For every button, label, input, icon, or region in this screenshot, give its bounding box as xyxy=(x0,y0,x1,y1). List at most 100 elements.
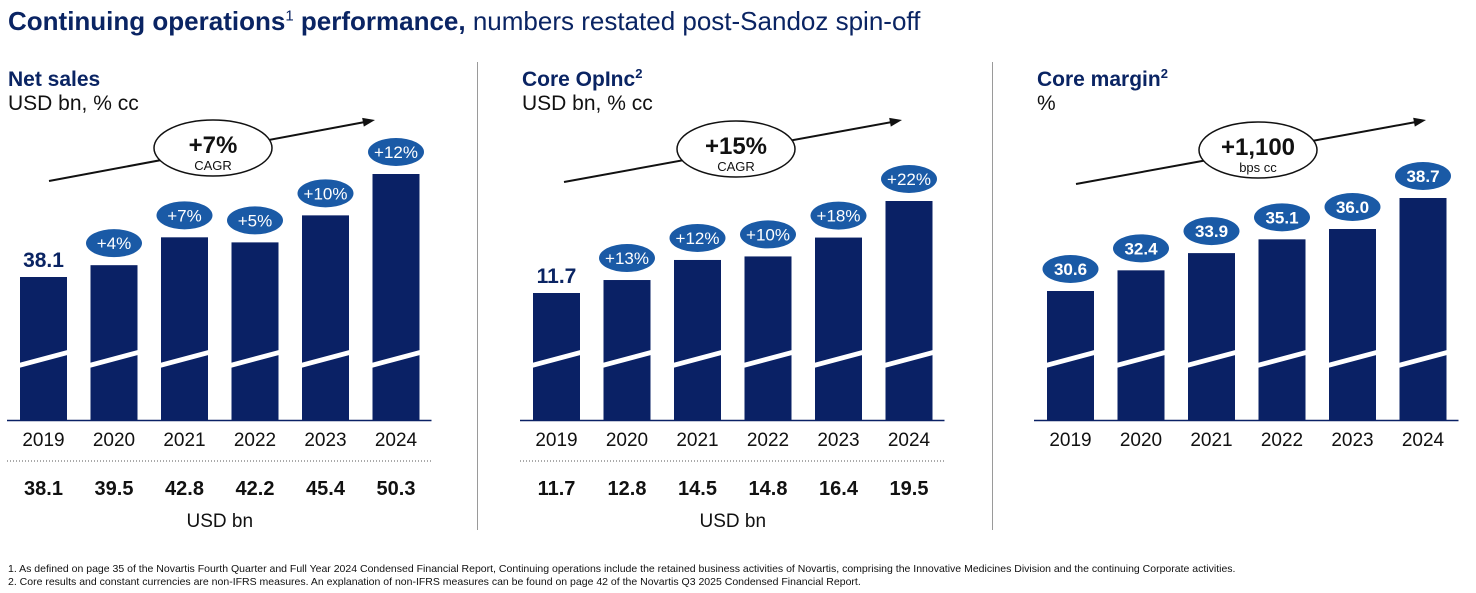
axis-break-mark xyxy=(528,348,588,369)
bar-2019 xyxy=(20,277,67,420)
bar-2023 xyxy=(1329,229,1376,420)
cagr-value: +7% xyxy=(189,132,238,159)
axis-break-mark xyxy=(810,348,870,369)
bar-2024 xyxy=(372,174,420,420)
bar-2021 xyxy=(674,259,721,420)
x-tick-label: 2019 xyxy=(1049,430,1091,451)
panel-divider xyxy=(992,62,993,530)
axis-break-mark xyxy=(1183,348,1243,369)
growth-badge xyxy=(1395,162,1451,190)
bar-2022 xyxy=(744,256,792,420)
bar-label: +10% xyxy=(304,184,348,203)
x-tick-label: 2023 xyxy=(1331,430,1373,451)
x-tick-label: 2024 xyxy=(375,430,418,451)
bar-2020 xyxy=(603,280,651,420)
growth-badge xyxy=(740,220,796,249)
bar-value-label: 11.7 xyxy=(537,265,577,288)
panel-title-core-margin: Core margin2 xyxy=(1037,66,1168,91)
bar-label: +12% xyxy=(676,229,720,248)
bar-2021 xyxy=(1188,253,1235,420)
unit-label: USD bn xyxy=(699,511,766,532)
axis-break-mark xyxy=(669,348,729,369)
growth-badge xyxy=(1324,193,1381,221)
axis-break-mark xyxy=(297,348,357,369)
table-value: 19.5 xyxy=(890,478,929,500)
axis-break-mark xyxy=(156,348,216,369)
axis-break-mark xyxy=(15,348,75,369)
bar-label: 32.4 xyxy=(1124,239,1158,258)
x-tick-label: 2020 xyxy=(1120,430,1162,451)
axis-break-mark xyxy=(1324,348,1384,369)
axis-break-mark xyxy=(880,348,941,369)
x-tick-label: 2024 xyxy=(888,430,931,451)
growth-badge xyxy=(227,206,283,235)
bar-label: +13% xyxy=(605,249,649,268)
table-value: 50.3 xyxy=(377,478,416,500)
x-tick-label: 2022 xyxy=(747,430,789,451)
bar-label: +4% xyxy=(97,234,132,253)
bar-label: 35.1 xyxy=(1265,208,1298,227)
table-value: 39.5 xyxy=(95,478,134,500)
x-tick-label: 2022 xyxy=(234,430,276,451)
bar-label: 38.7 xyxy=(1406,167,1439,186)
axis-break-mark xyxy=(739,348,800,369)
axis-break-mark xyxy=(85,348,146,369)
cagr-bubble xyxy=(1198,121,1318,179)
table-value: 12.8 xyxy=(608,478,647,500)
axis-break-mark xyxy=(1042,348,1102,369)
table-value: 14.5 xyxy=(678,478,717,500)
table-value: 42.8 xyxy=(165,478,204,500)
growth-badge xyxy=(156,201,213,230)
panel-title-core-opinc: Core OpInc2 xyxy=(522,66,643,91)
panel-subtitle-core-margin: % xyxy=(1037,92,1056,115)
cagr-label: bps cc xyxy=(1239,160,1277,175)
arrow-head-icon xyxy=(362,117,375,127)
growth-badge xyxy=(881,165,937,193)
x-tick-label: 2023 xyxy=(304,430,346,451)
bar-label: 33.9 xyxy=(1195,222,1228,241)
bar-label: +18% xyxy=(817,207,861,226)
cagr-value: +1,100 xyxy=(1221,134,1295,161)
slide-title: Continuing operations1 performance, numb… xyxy=(8,6,921,36)
x-tick-label: 2020 xyxy=(93,430,135,451)
growth-badge xyxy=(1113,234,1169,263)
bar-2020 xyxy=(90,265,138,420)
bar-label: +5% xyxy=(238,211,273,230)
bar-value-label: 38.1 xyxy=(23,249,64,272)
x-tick-label: 2023 xyxy=(817,430,859,451)
x-tick-label: 2021 xyxy=(676,430,718,451)
x-tick-label: 2021 xyxy=(1190,430,1232,451)
bar-2020 xyxy=(1117,270,1165,420)
growth-badge xyxy=(1183,217,1240,246)
cagr-bubble xyxy=(153,119,273,177)
axis-break-mark xyxy=(598,348,659,369)
bar-label: +12% xyxy=(374,143,418,162)
x-tick-label: 2019 xyxy=(22,430,64,451)
axis-break-mark xyxy=(226,348,287,369)
growth-badge xyxy=(86,229,142,258)
panel-divider xyxy=(477,62,478,530)
bar-label: 36.0 xyxy=(1336,198,1369,217)
table-value: 16.4 xyxy=(819,478,859,500)
cagr-bubble xyxy=(676,120,796,178)
axis-break-mark xyxy=(1112,348,1173,369)
growth-badge xyxy=(368,138,424,166)
x-tick-label: 2022 xyxy=(1261,430,1303,451)
cagr-label: CAGR xyxy=(717,159,755,174)
unit-label: USD bn xyxy=(186,511,253,532)
axis-break-mark xyxy=(1394,348,1455,369)
x-tick-label: 2020 xyxy=(606,430,648,451)
table-value: 42.2 xyxy=(236,478,275,500)
x-tick-label: 2024 xyxy=(1402,430,1445,451)
axis-break-mark xyxy=(1253,348,1314,369)
footnote-2: 2. Core results and constant currencies … xyxy=(8,576,861,588)
arrow-head-icon xyxy=(1413,117,1426,127)
x-tick-label: 2021 xyxy=(163,430,205,451)
bar-label: +22% xyxy=(887,170,931,189)
bar-2022 xyxy=(1258,239,1306,420)
bar-2021 xyxy=(161,237,208,420)
panel-subtitle-net-sales: USD bn, % cc xyxy=(8,92,139,115)
panel-title-net-sales: Net sales xyxy=(8,68,101,91)
